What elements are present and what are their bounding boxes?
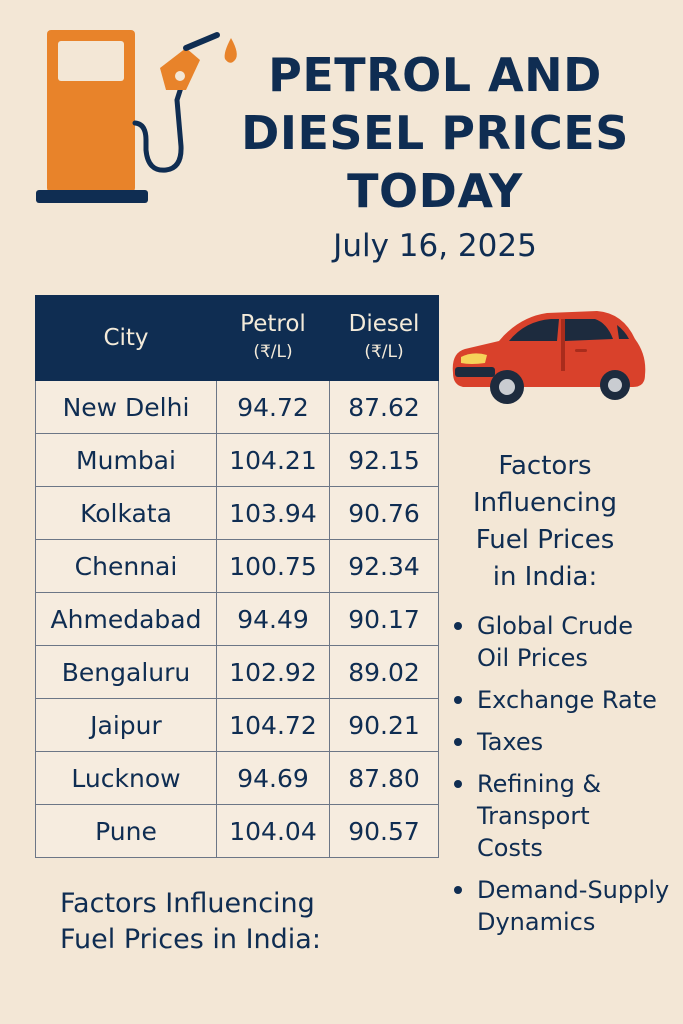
diesel-price-cell: 90.57 — [329, 804, 439, 858]
table-row: Ahmedabad 94.49 90.17 — [35, 592, 439, 646]
fuel-price-table: City Petrol (₹/L) Diesel (₹/L) New Delhi… — [35, 295, 439, 858]
city-cell: Kolkata — [35, 486, 217, 540]
table-row: Pune 104.04 90.57 — [35, 804, 439, 858]
bottom-heading-line-2: Fuel Prices in India: — [60, 924, 321, 955]
table-header-row: City Petrol (₹/L) Diesel (₹/L) — [35, 295, 439, 381]
city-cell: Ahmedabad — [35, 592, 217, 646]
table-row: Jaipur 104.72 90.21 — [35, 698, 439, 752]
list-item-text: Refining & — [477, 770, 602, 798]
list-item-text: Demand-Supply — [477, 876, 670, 904]
factors-heading-line: in India: — [492, 562, 598, 592]
factors-heading-line: Factors — [498, 451, 592, 481]
diesel-price-cell: 92.15 — [329, 433, 439, 487]
petrol-price-cell: 104.21 — [216, 433, 330, 487]
table-row: Chennai 100.75 92.34 — [35, 539, 439, 593]
table-row: Mumbai 104.21 92.15 — [35, 433, 439, 487]
header-city: City — [35, 295, 217, 381]
petrol-price-cell: 100.75 — [216, 539, 330, 593]
list-item-text: Costs — [477, 834, 543, 862]
list-item-text: Oil Prices — [477, 644, 588, 672]
factors-list: Global Crude Oil Prices Exchange Rate Ta… — [452, 610, 682, 948]
petrol-price-cell: 103.94 — [216, 486, 330, 540]
bottom-factors-heading: Factors Influencing Fuel Prices in India… — [60, 886, 360, 958]
city-cell: New Delhi — [35, 380, 217, 434]
table-row: Kolkata 103.94 90.76 — [35, 486, 439, 540]
header-petrol: Petrol (₹/L) — [216, 295, 330, 381]
fuel-pump-icon — [36, 30, 237, 203]
diesel-price-cell: 87.62 — [329, 380, 439, 434]
table-row: Bengaluru 102.92 89.02 — [35, 645, 439, 699]
date-label: July 16, 2025 — [333, 228, 537, 264]
list-item: Refining & Transport Costs — [452, 768, 682, 864]
car-icon — [452, 311, 646, 404]
diesel-price-cell: 87.80 — [329, 751, 439, 805]
factors-heading-line: Influencing — [473, 488, 617, 518]
city-cell: Jaipur — [35, 698, 217, 752]
factors-heading-line: Fuel Prices — [475, 525, 615, 555]
list-item: Demand-Supply Dynamics — [452, 874, 682, 938]
petrol-price-cell: 104.04 — [216, 804, 330, 858]
list-item-text: Taxes — [477, 728, 544, 756]
list-item-text: Dynamics — [477, 908, 596, 936]
petrol-price-cell: 104.72 — [216, 698, 330, 752]
diesel-price-cell: 90.76 — [329, 486, 439, 540]
header-diesel-unit: (₹/L) — [364, 342, 404, 362]
table-row: Lucknow 94.69 87.80 — [35, 751, 439, 805]
bottom-heading-line-1: Factors Influencing — [60, 888, 315, 919]
bullet-icon — [454, 886, 462, 894]
header-petrol-label: Petrol — [240, 311, 306, 337]
title-line-2: DIESEL PRICES — [241, 106, 629, 160]
petrol-price-cell: 102.92 — [216, 645, 330, 699]
diesel-price-cell: 90.17 — [329, 592, 439, 646]
petrol-price-cell: 94.69 — [216, 751, 330, 805]
factors-heading: Factors Influencing Fuel Prices in India… — [445, 448, 645, 596]
list-item: Exchange Rate — [452, 684, 682, 716]
list-item: Taxes — [452, 726, 682, 758]
city-cell: Bengaluru — [35, 645, 217, 699]
bullet-icon — [454, 780, 462, 788]
list-item: Global Crude Oil Prices — [452, 610, 682, 674]
bullet-icon — [454, 622, 462, 630]
petrol-price-cell: 94.49 — [216, 592, 330, 646]
header-diesel-label: Diesel — [348, 311, 420, 337]
city-cell: Chennai — [35, 539, 217, 593]
header-petrol-unit: (₹/L) — [253, 342, 293, 362]
diesel-price-cell: 92.34 — [329, 539, 439, 593]
bullet-icon — [454, 696, 462, 704]
diesel-price-cell: 89.02 — [329, 645, 439, 699]
table-row: New Delhi 94.72 87.62 — [35, 380, 439, 434]
petrol-price-cell: 94.72 — [216, 380, 330, 434]
city-cell: Mumbai — [35, 433, 217, 487]
bullet-icon — [454, 738, 462, 746]
title-line-1: PETROL AND — [268, 48, 602, 102]
city-cell: Pune — [35, 804, 217, 858]
diesel-price-cell: 90.21 — [329, 698, 439, 752]
list-item-text: Exchange Rate — [477, 686, 657, 714]
page-title: PETROL AND DIESEL PRICES TODAY — [225, 46, 645, 220]
title-line-3: TODAY — [347, 164, 523, 218]
header-diesel: Diesel (₹/L) — [329, 295, 439, 381]
list-item-text: Transport — [477, 802, 590, 830]
list-item-text: Global Crude — [477, 612, 634, 640]
city-cell: Lucknow — [35, 751, 217, 805]
